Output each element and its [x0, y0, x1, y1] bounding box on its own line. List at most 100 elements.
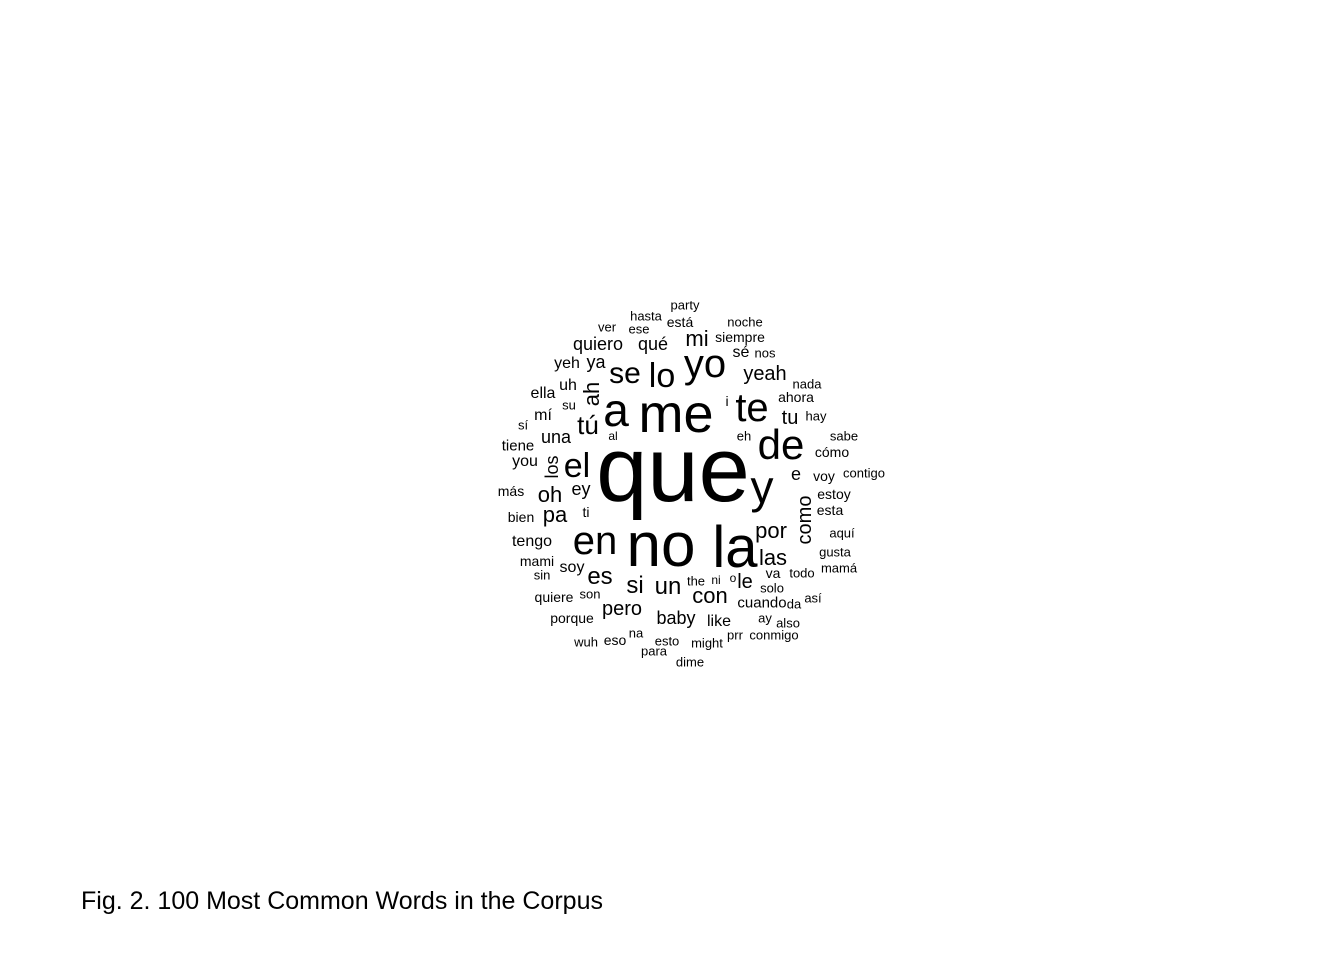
cloud-word: tiene — [501, 437, 535, 455]
cloud-word: cuando — [737, 594, 787, 612]
cloud-word: así — [804, 590, 822, 606]
cloud-word: ella — [530, 385, 556, 402]
cloud-word: esto — [654, 633, 680, 649]
cloud-word: eso — [603, 632, 627, 648]
cloud-word: si — [626, 572, 644, 599]
cloud-word: prr — [727, 627, 743, 643]
cloud-word: mamá — [820, 560, 858, 576]
cloud-word: might — [691, 635, 723, 651]
figure-caption: Fig. 2. 100 Most Common Words in the Cor… — [81, 887, 603, 915]
cloud-word: todo — [789, 565, 815, 581]
cloud-word: ti — [582, 504, 590, 520]
cloud-word: es — [587, 563, 613, 590]
cloud-word: yeah — [743, 363, 787, 385]
cloud-word: más — [497, 483, 525, 499]
cloud-word: cómo — [814, 444, 850, 460]
cloud-word: con — [692, 583, 728, 608]
cloud-word: está — [666, 314, 694, 330]
cloud-word: pa — [542, 502, 568, 527]
cloud-word: ahora — [778, 389, 814, 405]
cloud-word: las — [758, 545, 788, 570]
cloud-word: como — [794, 495, 816, 545]
cloud-word: conmigo — [749, 627, 799, 643]
cloud-word: y — [750, 461, 774, 513]
cloud-word: yeh — [554, 355, 580, 372]
cloud-word: sin — [533, 567, 551, 583]
cloud-word: e — [790, 464, 802, 484]
cloud-word: ni — [711, 573, 721, 587]
cloud-word: ese — [628, 321, 650, 337]
cloud-word: tú — [577, 410, 599, 440]
cloud-word: su — [562, 397, 576, 413]
cloud-word: para — [640, 643, 668, 659]
cloud-word: la — [712, 515, 758, 580]
cloud-word: me — [638, 384, 714, 444]
cloud-word: ey — [571, 479, 591, 499]
cloud-word: son — [579, 586, 601, 602]
cloud-word: siempre — [715, 329, 765, 345]
cloud-word: un — [654, 573, 682, 600]
cloud-word: no — [626, 511, 696, 580]
cloud-word: yo — [683, 342, 727, 386]
cloud-word: que — [596, 419, 750, 521]
cloud-word: le — [737, 571, 753, 593]
cloud-word: por — [755, 518, 787, 543]
cloud-word: wuh — [574, 634, 598, 650]
cloud-word: al — [608, 429, 618, 443]
cloud-word: ah — [579, 381, 604, 407]
cloud-word: en — [572, 519, 618, 563]
cloud-word: ay — [758, 610, 772, 626]
cloud-word: eh — [736, 428, 752, 444]
cloud-word: te — [735, 386, 769, 430]
cloud-word: voy — [813, 468, 835, 484]
cloud-word: de — [757, 421, 805, 468]
cloud-word: na — [628, 625, 644, 641]
cloud-word: ver — [597, 319, 617, 335]
cloud-word: soy — [559, 559, 585, 576]
cloud-word: quiero — [572, 334, 624, 354]
cloud-word: nada — [792, 376, 822, 392]
cloud-word: los — [542, 455, 562, 479]
cloud-word: sabe — [829, 428, 859, 444]
cloud-word: quiere — [534, 589, 574, 605]
cloud-word: porque — [550, 610, 594, 626]
cloud-word: mami — [519, 553, 555, 569]
cloud-word: da — [786, 596, 802, 612]
cloud-word: contigo — [843, 465, 885, 481]
cloud-word: dime — [675, 654, 705, 670]
cloud-word: a — [603, 384, 629, 436]
cloud-word: you — [512, 453, 538, 470]
cloud-word: the — [686, 573, 706, 589]
cloud-word: una — [540, 427, 572, 447]
cloud-word: esta — [816, 502, 844, 518]
cloud-word: oh — [537, 482, 563, 507]
cloud-word: also — [776, 615, 800, 631]
cloud-word: se — [609, 357, 641, 390]
cloud-word: mí — [534, 407, 552, 424]
cloud-word: bien — [507, 509, 535, 525]
cloud-word: solo — [760, 580, 784, 596]
cloud-word: i — [725, 393, 729, 409]
cloud-word: o — [729, 571, 737, 585]
cloud-word: mi — [685, 326, 709, 351]
cloud-word: noche — [727, 314, 763, 330]
cloud-word: uh — [559, 377, 577, 394]
cloud-word: gusta — [819, 544, 851, 560]
cloud-word: like — [706, 613, 732, 630]
cloud-word: el — [563, 447, 591, 485]
cloud-word: pero — [601, 598, 643, 620]
cloud-word: hay — [805, 408, 827, 424]
cloud-word: qué — [637, 334, 669, 354]
cloud-word: party — [670, 297, 700, 313]
cloud-word: tengo — [511, 533, 553, 550]
cloud-word: sí — [517, 417, 529, 433]
cloud-word: tu — [781, 407, 799, 429]
cloud-word: ya — [586, 352, 606, 372]
cloud-word: lo — [648, 357, 676, 395]
cloud-word: sé — [732, 344, 750, 361]
cloud-word: estoy — [817, 486, 851, 502]
cloud-word: hasta — [630, 308, 662, 324]
cloud-word: nos — [754, 345, 776, 361]
cloud-word: baby — [656, 608, 696, 628]
